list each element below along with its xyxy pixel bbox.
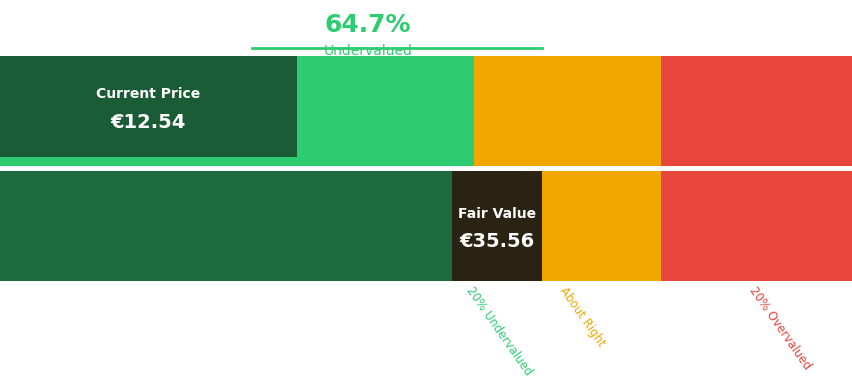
- Bar: [0, 171, 452, 281]
- Bar: [660, 56, 852, 166]
- Text: €12.54: €12.54: [111, 113, 186, 132]
- Text: Fair Value: Fair Value: [458, 207, 535, 221]
- Text: Current Price: Current Price: [96, 87, 200, 101]
- Bar: [474, 56, 660, 166]
- Text: 64.7%: 64.7%: [324, 13, 410, 36]
- Text: Undervalued: Undervalued: [324, 44, 412, 58]
- Bar: [474, 171, 660, 281]
- Text: 20% Overvalued: 20% Overvalued: [746, 284, 812, 372]
- Bar: [0, 171, 474, 281]
- Text: 20% Undervalued: 20% Undervalued: [463, 284, 534, 378]
- Text: About Right: About Right: [556, 284, 607, 349]
- Bar: [660, 171, 852, 281]
- Bar: [452, 171, 541, 281]
- Bar: [0, 56, 474, 166]
- Bar: [0, 56, 296, 157]
- Text: €35.56: €35.56: [458, 232, 534, 251]
